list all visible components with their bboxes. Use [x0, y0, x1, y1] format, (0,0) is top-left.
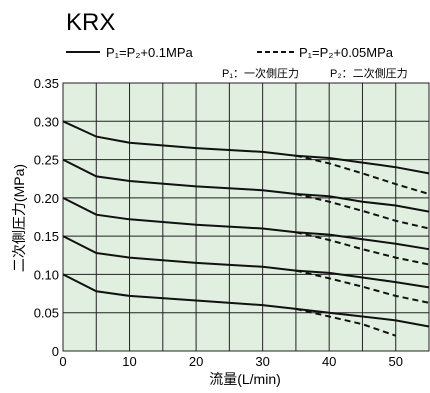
series-line-dashed — [295, 231, 430, 266]
legend-note-p1: P₁：一次側圧力 — [222, 66, 299, 80]
y-tick-label: 0.35 — [34, 76, 59, 91]
series-line-dashed — [295, 154, 430, 195]
tick-labels: 0 10 20 30 40 50 0 0.05 0.10 0.15 0.20 0.25 0.30 0.35 — [34, 76, 403, 369]
series-line-dashed — [295, 193, 430, 230]
y-tick-label: 0.15 — [34, 229, 59, 244]
y-tick-label: 0.05 — [34, 306, 59, 321]
series-line-dashed — [295, 307, 397, 337]
series-group — [62, 120, 430, 337]
x-axis-label: 流量(L/min) — [209, 371, 281, 387]
series-line-solid — [62, 235, 430, 289]
series-line-dashed — [295, 269, 430, 304]
y-tick-label: 0.20 — [34, 191, 59, 206]
y-tick-label: 0.30 — [34, 114, 59, 129]
legend-solid-label: P₁=P₂+0.1MPa — [106, 45, 194, 60]
legend: P₁=P₂+0.1MPa P₁=P₂+0.05MPa P₁：一次側圧力 P₂：二… — [66, 45, 408, 80]
grid — [62, 82, 430, 352]
x-tick-label: 50 — [388, 354, 402, 369]
series-line-solid — [62, 273, 430, 328]
x-tick-label: 0 — [59, 354, 66, 369]
x-tick-label: 20 — [189, 354, 203, 369]
y-tick-label: 0.25 — [34, 153, 59, 168]
series-line-solid — [62, 197, 430, 251]
x-tick-label: 30 — [255, 354, 269, 369]
chart-title: KRX — [66, 9, 115, 36]
legend-dashed-label: P₁=P₂+0.05MPa — [299, 45, 394, 60]
series-line-solid — [62, 158, 430, 213]
legend-note-p2: P₂：二次側圧力 — [330, 66, 408, 80]
series-line-solid — [62, 120, 430, 175]
y-tick-label: 0 — [52, 344, 59, 359]
y-axis-label: 二次側圧力(MPa) — [11, 164, 27, 272]
x-tick-label: 10 — [122, 354, 136, 369]
y-tick-label: 0.10 — [34, 267, 59, 282]
x-tick-label: 40 — [322, 354, 336, 369]
